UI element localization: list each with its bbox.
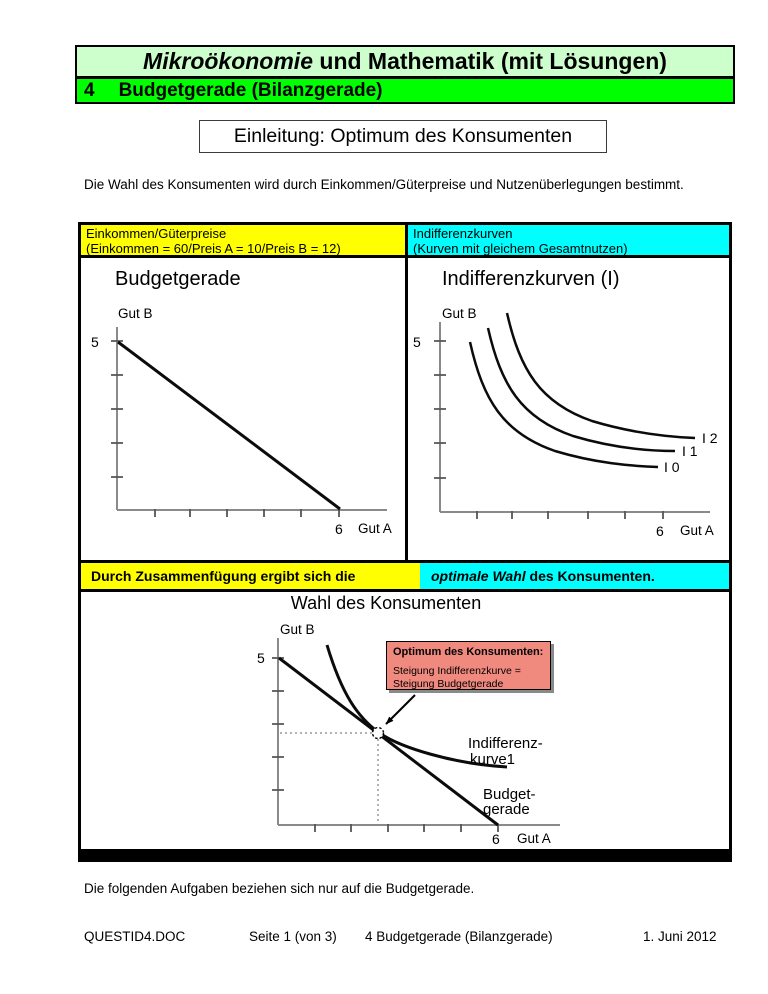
- indifference-header-cell: Indifferenzkurven (Kurven mit gleichem G…: [408, 225, 729, 258]
- choice-y-axis-label: Gut B: [280, 622, 315, 637]
- budget-x-ticks: [154, 509, 340, 517]
- indifference-chart: Indifferenzkurven (I) Gut B 5 I 2 I 1 I …: [413, 268, 718, 539]
- boxed-subtitle-text: Einleitung: Optimum des Konsumenten: [233, 125, 573, 147]
- choice-x-axis-label: Gut A: [517, 831, 551, 846]
- indiff-x-max-label: 6: [656, 523, 664, 539]
- indifference-chart-cell: Indifferenzkurven (I) Gut B 5 I 2 I 1 I …: [408, 258, 729, 560]
- indiff-x-axis-label: Gut A: [680, 523, 714, 538]
- main-title-banner: Mikroökonomie und Mathematik (mit Lösung…: [75, 45, 735, 78]
- intro-paragraph: Die Wahl des Konsumenten wird durch Eink…: [84, 177, 684, 192]
- choice-chart-cell: Wahl des Konsumenten Gut B 5 Indifferenz…: [81, 592, 729, 849]
- content-table: Einkommen/Güterpreise (Einkommen = 60/Pr…: [78, 222, 732, 862]
- merge-banner-left-text: Durch Zusammenfügung ergibt sich die: [91, 568, 356, 584]
- section-banner: 4 Budgetgerade (Bilanzgerade): [75, 77, 735, 104]
- budget-x-axis-label: Gut A: [358, 521, 392, 536]
- budget-y-ticks: [111, 340, 123, 478]
- main-title-italic-part: Mikroökonomie: [143, 48, 313, 74]
- indifference-header-line1: Indifferenzkurven: [413, 226, 513, 241]
- main-title-rest-part: und Mathematik (mit Lösungen): [313, 48, 667, 74]
- merge-banner-italic-text: optimale Wahl: [431, 568, 526, 584]
- footer-date: 1. Juni 2012: [643, 929, 717, 944]
- indiff-y-ticks: [434, 340, 446, 479]
- budget-chart-cell: Budgetgerade Gut B 5 6 Gut A: [81, 258, 408, 560]
- merge-banner-cyan: optimale Wahl des Konsumenten.: [420, 563, 729, 589]
- budget-line-label-line2: gerade: [483, 801, 530, 818]
- section-title: Budgetgerade (Bilanzgerade): [118, 79, 383, 101]
- indiff-curve-label-line2: kurve1: [470, 751, 515, 768]
- choice-y-max-label: 5: [257, 650, 265, 666]
- merge-banner: Durch Zusammenfügung ergibt sich die opt…: [81, 560, 729, 592]
- choice-x-max-label: 6: [492, 831, 500, 847]
- closing-note: Die folgenden Aufgaben beziehen sich nur…: [84, 881, 475, 896]
- optimum-point-marker: [371, 726, 385, 740]
- budget-chart-title: Budgetgerade: [115, 268, 241, 290]
- merge-banner-yellow: Durch Zusammenfügung ergibt sich die: [81, 563, 420, 589]
- footer-filename: QUESTID4.DOC: [84, 929, 186, 944]
- indiff-y-axis-label: Gut B: [442, 306, 477, 321]
- curve-label-i2: I 2: [702, 430, 718, 446]
- choice-budget-line: [278, 656, 499, 827]
- budget-y-axis-label: Gut B: [118, 306, 153, 321]
- callout-arrow: [385, 694, 416, 725]
- indiff-x-ticks: [476, 511, 664, 519]
- indifference-curve-i0: [468, 341, 659, 469]
- budget-chart: Budgetgerade Gut B 5 6 Gut A: [91, 268, 392, 537]
- indifference-header-line2: (Kurven mit gleichem Gesamtnutzen): [413, 241, 628, 256]
- boxed-subtitle: Einleitung: Optimum des Konsumenten: [199, 120, 607, 153]
- budget-x-max-label: 6: [335, 521, 343, 537]
- optimum-callout-line2: Steigung Budgetgerade: [393, 678, 504, 690]
- footer-section: 4 Budgetgerade (Bilanzgerade): [365, 929, 553, 944]
- bottom-black-bar: [81, 849, 729, 859]
- curve-label-i0: I 0: [664, 459, 680, 475]
- curve-label-i1: I 1: [682, 443, 698, 459]
- income-prices-header-cell: Einkommen/Güterpreise (Einkommen = 60/Pr…: [81, 225, 408, 258]
- section-number: 4: [84, 79, 95, 101]
- merge-banner-rest-text: des Konsumenten.: [525, 568, 655, 584]
- budget-line: [117, 340, 341, 511]
- optimum-callout-title: Optimum des Konsumenten:: [393, 646, 544, 658]
- optimum-callout-line1: Steigung Indifferenzkurve =: [393, 665, 521, 677]
- income-prices-header-line2: (Einkommen = 60/Preis A = 10/Preis B = 1…: [86, 241, 341, 256]
- choice-chart: Wahl des Konsumenten Gut B 5 Indifferenz…: [257, 593, 560, 847]
- choice-x-ticks: [314, 824, 499, 832]
- choice-chart-title: Wahl des Konsumenten: [291, 593, 481, 613]
- indiff-chart-title: Indifferenzkurven (I): [442, 268, 620, 290]
- budget-line-label-line1: Budget-: [483, 786, 536, 803]
- indiff-y-max-label: 5: [413, 334, 421, 350]
- indiff-curve-label-line1: Indifferenz-: [468, 735, 543, 752]
- budget-y-max-label: 5: [91, 334, 99, 350]
- indifference-curve-i1: [486, 327, 676, 453]
- indifference-curve-i2: [505, 312, 696, 440]
- optimum-callout: Optimum des Konsumenten: Steigung Indiff…: [386, 641, 551, 690]
- income-prices-header-line1: Einkommen/Güterpreise: [86, 226, 227, 241]
- choice-y-ticks: [272, 657, 284, 791]
- footer-page-number: Seite 1 (von 3): [249, 929, 337, 944]
